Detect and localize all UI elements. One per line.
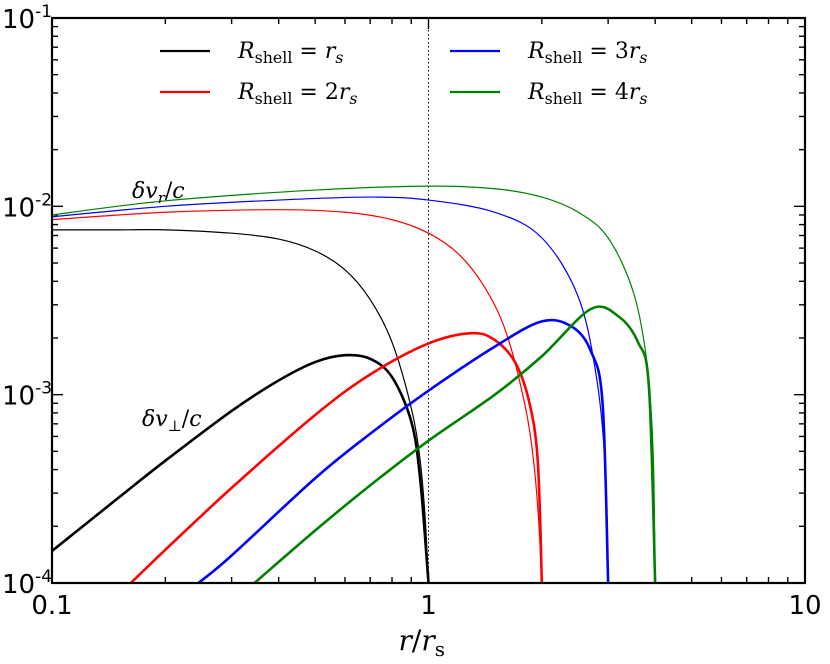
y-tick-base: 10 bbox=[2, 5, 35, 35]
x-tick-label: 0.1 bbox=[31, 591, 72, 621]
x-tick-label: 1 bbox=[420, 591, 437, 621]
legend-item: Rshell = 3rs bbox=[450, 39, 647, 67]
legend-label: Rshell = 2rs bbox=[237, 80, 357, 108]
legend-label: Rshell = rs bbox=[237, 39, 343, 67]
perp-velocity-line-2 bbox=[129, 331, 544, 583]
perp-velocity-line-4 bbox=[253, 305, 657, 583]
legend-label: Rshell = 4rs bbox=[527, 80, 647, 108]
annotation-perp-velocity: δv⊥/c bbox=[142, 407, 202, 435]
radial-velocity-line-1 bbox=[52, 229, 430, 583]
y-tick-label: 10-2 bbox=[2, 190, 52, 223]
perp-velocity-line-1 bbox=[52, 353, 430, 583]
legend-item: Rshell = rs bbox=[160, 39, 343, 67]
perp-velocity-line-3 bbox=[197, 318, 610, 583]
plot-frame bbox=[50, 16, 807, 585]
legend-item: Rshell = 2rs bbox=[160, 80, 357, 108]
y-tick-label: 10-1 bbox=[2, 2, 52, 35]
x-axis-label: r/rs bbox=[399, 624, 445, 661]
y-tick-label: 10-3 bbox=[2, 379, 52, 412]
legend-item: Rshell = 4rs bbox=[450, 80, 647, 108]
annotation-radial-velocity: δvr/c bbox=[132, 179, 185, 207]
radial-velocity-line-2 bbox=[52, 209, 543, 583]
y-tick-base: 10 bbox=[2, 382, 35, 412]
y-tick-exponent: -1 bbox=[35, 2, 52, 22]
y-tick-exponent: -4 bbox=[35, 567, 52, 587]
legend-label: Rshell = 3rs bbox=[527, 39, 647, 67]
x-axis-title: r/rs bbox=[399, 624, 445, 661]
y-tick-base: 10 bbox=[2, 193, 35, 223]
x-tick-label: 10 bbox=[788, 591, 821, 621]
y-tick-label: 10-4 bbox=[2, 567, 52, 600]
y-tick-exponent: -3 bbox=[35, 379, 52, 399]
y-tick-base: 10 bbox=[2, 570, 35, 600]
data-series bbox=[52, 185, 657, 583]
y-tick-exponent: -2 bbox=[35, 190, 52, 210]
radial-velocity-line-3 bbox=[52, 196, 609, 583]
legend: Rshell = rs Rshell = 2rs Rshell = 3rs Rshel… bbox=[160, 39, 647, 108]
annotations: δvr/c δv⊥/c bbox=[132, 179, 202, 435]
